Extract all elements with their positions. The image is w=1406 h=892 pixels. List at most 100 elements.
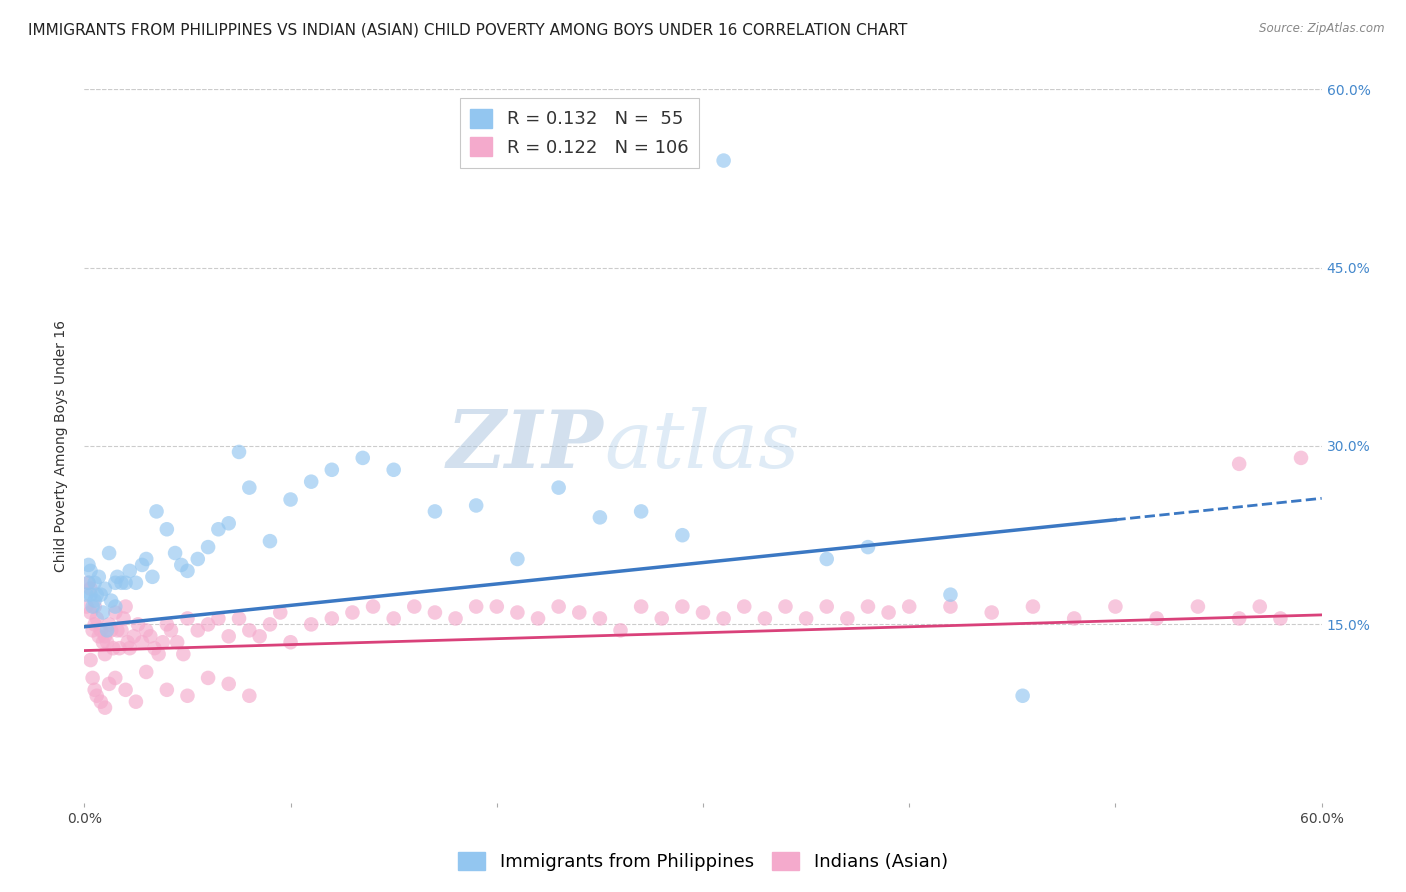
Point	[382, 463, 405, 477]
Point	[671, 528, 693, 542]
Point	[321, 611, 343, 625]
Point	[423, 504, 446, 518]
Point	[152, 635, 174, 649]
Point	[228, 611, 250, 625]
Point	[139, 629, 162, 643]
Point	[75, 599, 97, 614]
Point	[589, 611, 612, 625]
Point	[794, 611, 817, 625]
Point	[114, 599, 136, 614]
Point	[197, 540, 219, 554]
Point	[96, 635, 118, 649]
Point	[692, 606, 714, 620]
Point	[1022, 599, 1045, 614]
Point	[110, 624, 132, 638]
Point	[156, 682, 179, 697]
Point	[82, 624, 104, 638]
Point	[166, 635, 188, 649]
Point	[90, 624, 112, 638]
Point	[342, 606, 364, 620]
Point	[79, 606, 101, 620]
Point	[1227, 611, 1250, 625]
Point	[96, 624, 118, 638]
Point	[125, 575, 148, 590]
Point	[94, 700, 117, 714]
Point	[141, 570, 163, 584]
Point	[280, 492, 302, 507]
Point	[156, 617, 179, 632]
Point	[75, 588, 97, 602]
Point	[165, 546, 187, 560]
Text: ZIP: ZIP	[447, 408, 605, 484]
Point	[170, 558, 193, 572]
Point	[91, 635, 114, 649]
Point	[87, 629, 110, 643]
Point	[547, 481, 569, 495]
Point	[733, 599, 755, 614]
Point	[160, 624, 183, 638]
Point	[238, 689, 260, 703]
Point	[280, 635, 302, 649]
Point	[361, 599, 384, 614]
Point	[86, 689, 108, 703]
Point	[671, 599, 693, 614]
Point	[506, 606, 529, 620]
Point	[238, 481, 260, 495]
Point	[898, 599, 921, 614]
Point	[352, 450, 374, 465]
Point	[1146, 611, 1168, 625]
Point	[135, 624, 157, 638]
Point	[172, 647, 194, 661]
Point	[103, 641, 125, 656]
Point	[94, 582, 117, 596]
Point	[79, 653, 101, 667]
Point	[127, 617, 149, 632]
Point	[1270, 611, 1292, 625]
Point	[713, 611, 735, 625]
Point	[754, 611, 776, 625]
Point	[382, 611, 405, 625]
Point	[77, 558, 100, 572]
Point	[207, 522, 229, 536]
Point	[77, 575, 100, 590]
Point	[79, 588, 101, 602]
Point	[506, 552, 529, 566]
Point	[197, 617, 219, 632]
Point	[939, 599, 962, 614]
Point	[939, 588, 962, 602]
Point	[1063, 611, 1085, 625]
Point	[143, 641, 166, 656]
Point	[630, 504, 652, 518]
Point	[104, 606, 127, 620]
Point	[980, 606, 1002, 620]
Y-axis label: Child Poverty Among Boys Under 16: Child Poverty Among Boys Under 16	[55, 320, 69, 572]
Point	[83, 593, 105, 607]
Point	[299, 475, 322, 489]
Point	[1227, 457, 1250, 471]
Point	[423, 606, 446, 620]
Point	[589, 510, 612, 524]
Text: atlas: atlas	[605, 408, 800, 484]
Point	[94, 629, 117, 643]
Point	[79, 564, 101, 578]
Point	[1011, 689, 1033, 703]
Point	[877, 606, 900, 620]
Point	[135, 552, 157, 566]
Point	[83, 599, 105, 614]
Point	[228, 445, 250, 459]
Point	[125, 695, 148, 709]
Point	[100, 624, 122, 638]
Point	[156, 522, 179, 536]
Point	[187, 624, 209, 638]
Point	[117, 635, 139, 649]
Point	[86, 611, 108, 625]
Point	[90, 695, 112, 709]
Point	[547, 599, 569, 614]
Point	[104, 671, 127, 685]
Point	[856, 540, 879, 554]
Text: Source: ZipAtlas.com: Source: ZipAtlas.com	[1260, 22, 1385, 36]
Point	[91, 606, 114, 620]
Point	[131, 558, 153, 572]
Point	[87, 570, 110, 584]
Point	[114, 575, 136, 590]
